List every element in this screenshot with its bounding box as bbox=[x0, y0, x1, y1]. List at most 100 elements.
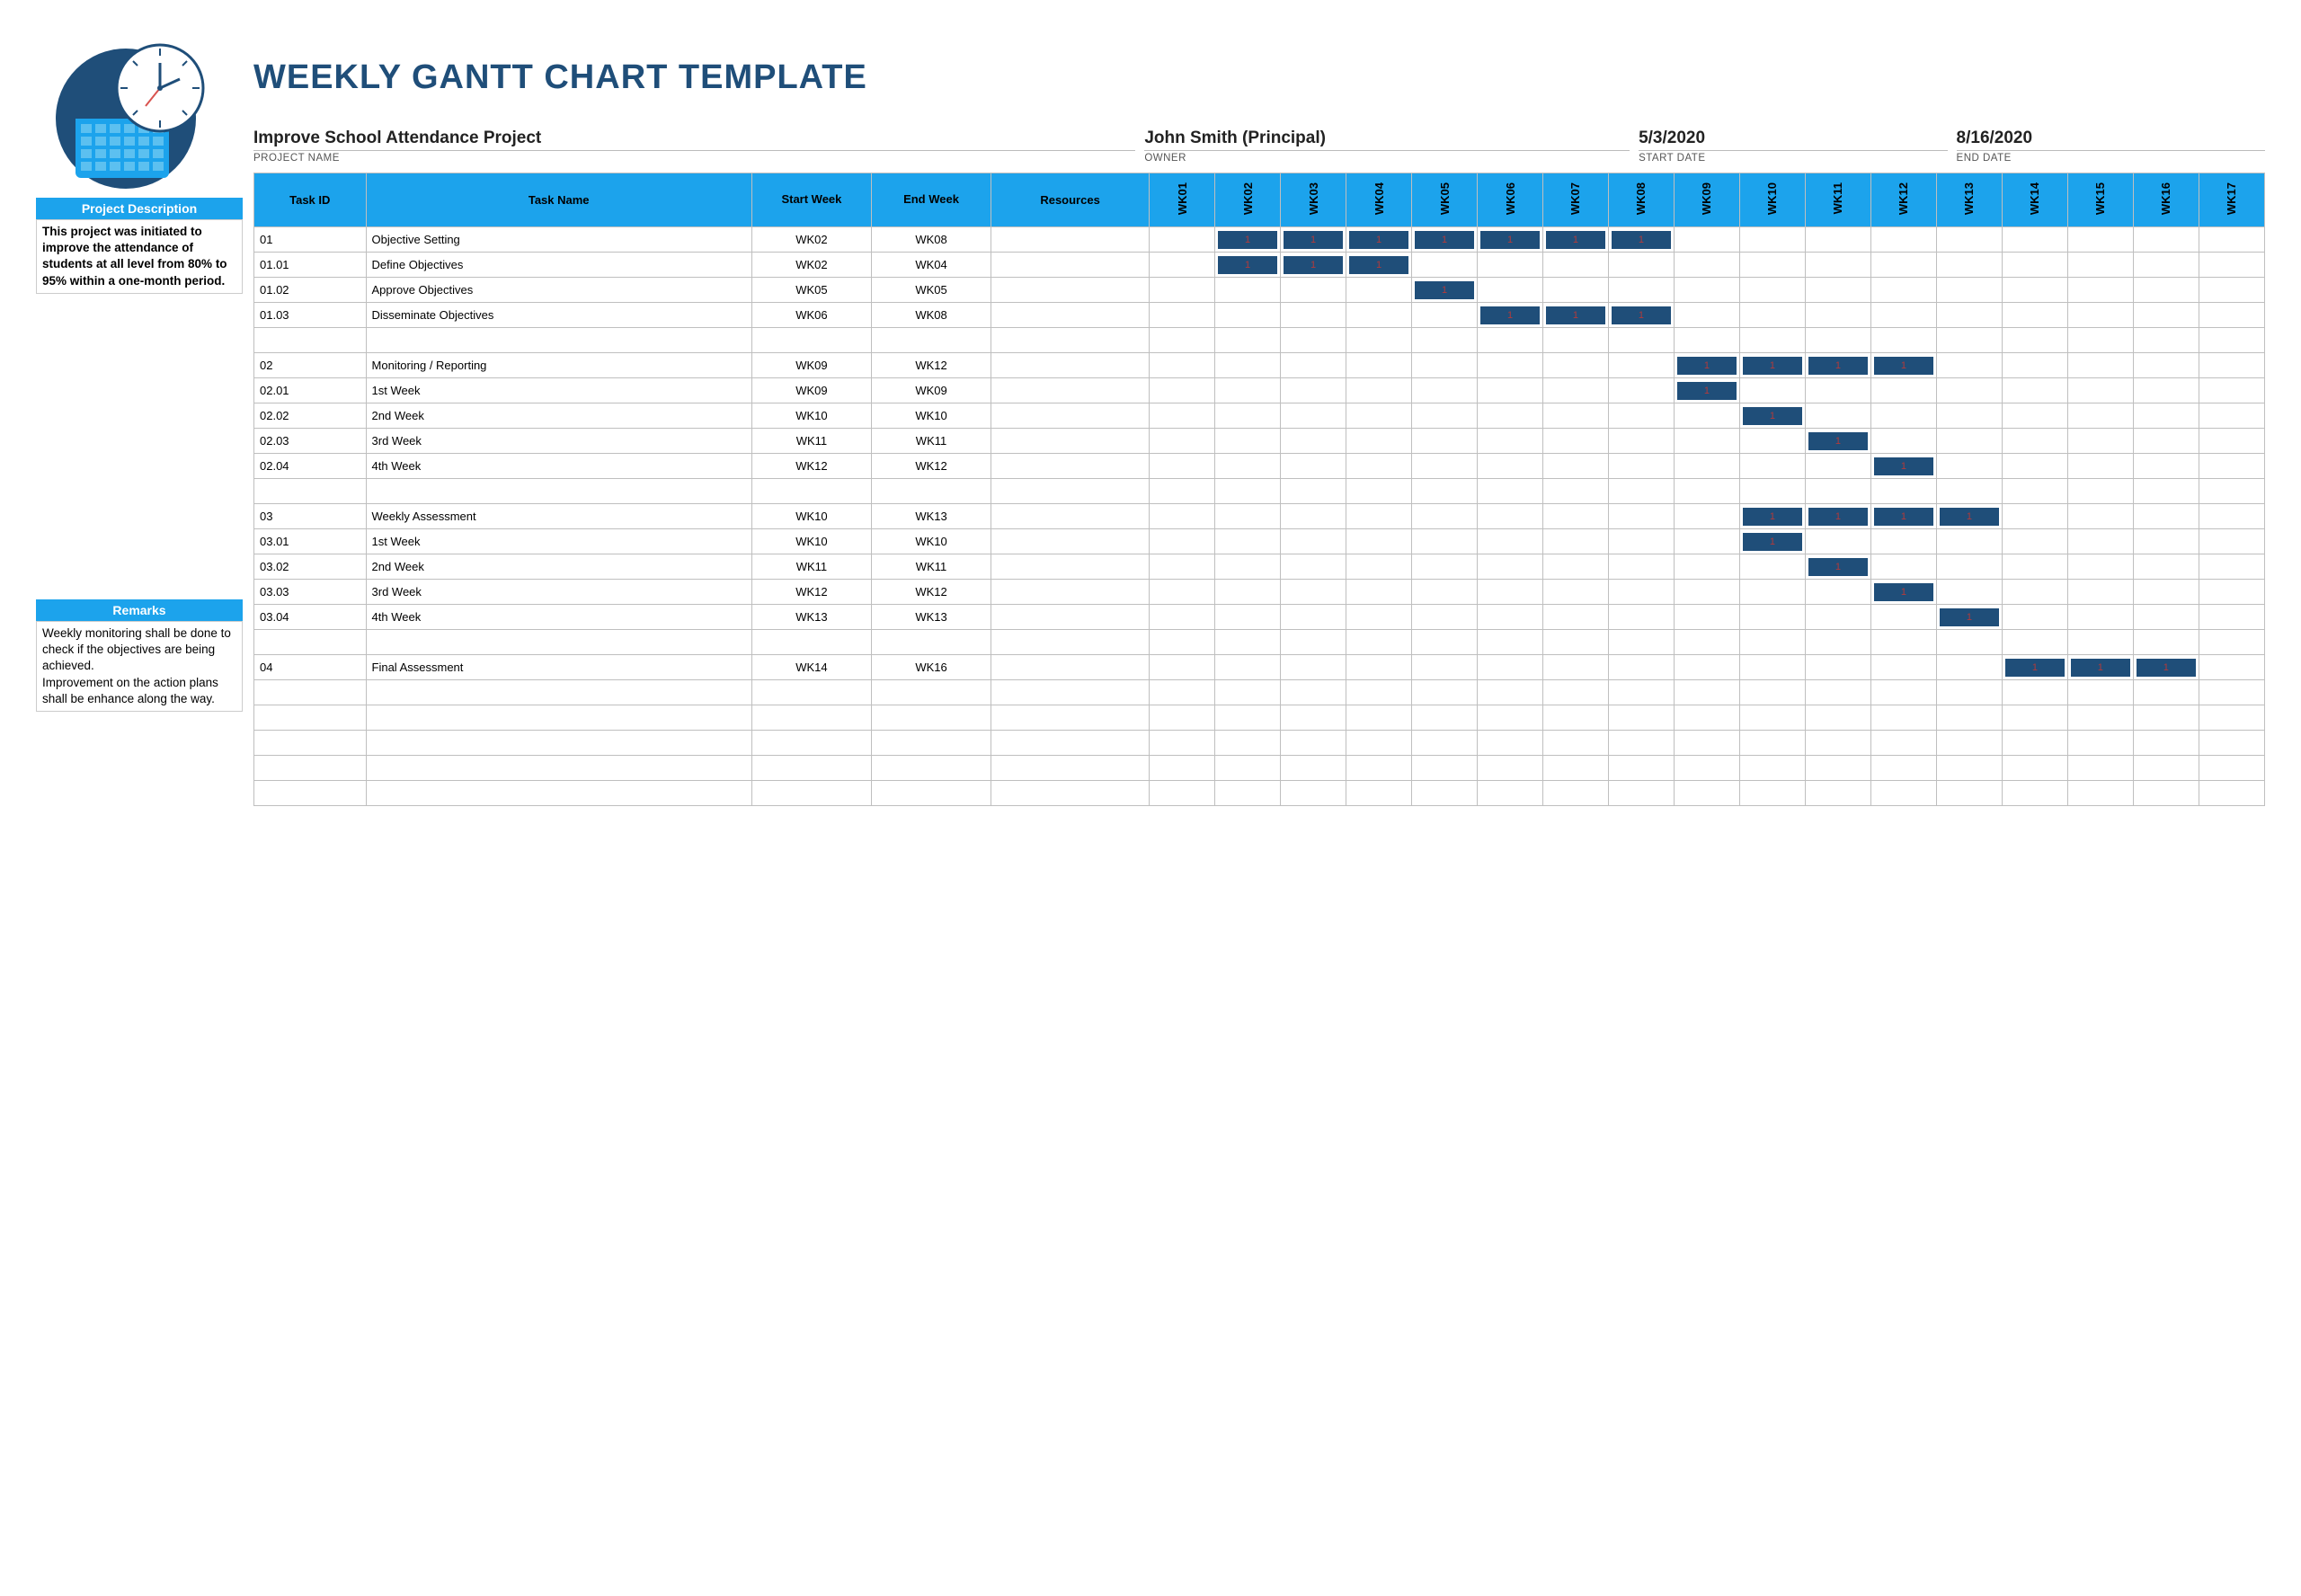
week-cell bbox=[1150, 378, 1215, 403]
week-cell bbox=[1936, 353, 2002, 378]
week-cell bbox=[1412, 504, 1478, 529]
cell-start-week bbox=[751, 680, 871, 705]
cell-end-week: WK12 bbox=[871, 580, 991, 605]
cell-resources bbox=[991, 378, 1150, 403]
week-cell bbox=[1674, 731, 1739, 756]
week-cell bbox=[1281, 504, 1346, 529]
week-cell bbox=[1281, 605, 1346, 630]
week-cell bbox=[1478, 680, 1543, 705]
week-cell bbox=[1608, 554, 1674, 580]
cell-task-id: 01.01 bbox=[254, 253, 367, 278]
week-cell bbox=[1674, 705, 1739, 731]
week-cell bbox=[1281, 403, 1346, 429]
cell-resources bbox=[991, 479, 1150, 504]
week-cell bbox=[2133, 529, 2199, 554]
week-cell bbox=[1936, 278, 2002, 303]
cell-resources bbox=[991, 403, 1150, 429]
cell-start-week: WK12 bbox=[751, 454, 871, 479]
week-cell bbox=[2199, 705, 2264, 731]
week-cell bbox=[1870, 705, 1936, 731]
week-cell bbox=[1805, 630, 1870, 655]
cell-task-id: 02.02 bbox=[254, 403, 367, 429]
desc-body: This project was initiated to improve th… bbox=[36, 219, 243, 294]
week-cell bbox=[1412, 705, 1478, 731]
cell-end-week bbox=[871, 630, 991, 655]
cell-resources bbox=[991, 781, 1150, 806]
gantt-bar: 1 bbox=[1743, 508, 1802, 526]
week-cell bbox=[1281, 554, 1346, 580]
week-cell bbox=[1150, 630, 1215, 655]
gantt-bar: 1 bbox=[1808, 432, 1868, 450]
week-cell bbox=[2002, 680, 2067, 705]
week-cell bbox=[2199, 731, 2264, 756]
cell-start-week bbox=[751, 630, 871, 655]
week-cell bbox=[1215, 554, 1281, 580]
week-cell bbox=[1412, 731, 1478, 756]
cell-task-name: 3rd Week bbox=[366, 580, 751, 605]
week-cell bbox=[1674, 253, 1739, 278]
week-cell bbox=[2067, 403, 2133, 429]
gantt-bar: 1 bbox=[1480, 231, 1540, 249]
cell-task-id: 03.03 bbox=[254, 580, 367, 605]
week-cell bbox=[2133, 303, 2199, 328]
header-row: Task ID Task Name Start Week End Week Re… bbox=[254, 173, 2265, 227]
cell-task-id: 03.04 bbox=[254, 605, 367, 630]
week-cell bbox=[1150, 554, 1215, 580]
th-week: WK05 bbox=[1412, 173, 1478, 227]
gantt-bar: 1 bbox=[1743, 407, 1802, 425]
gantt-bar: 1 bbox=[2137, 659, 2196, 677]
gantt-bar: 1 bbox=[1284, 231, 1343, 249]
task-row: 01.01Define ObjectivesWK02WK04111 bbox=[254, 253, 2265, 278]
week-cell bbox=[1346, 554, 1412, 580]
week-cell bbox=[1478, 504, 1543, 529]
week-cell bbox=[2199, 504, 2264, 529]
gantt-bar: 1 bbox=[1415, 281, 1474, 299]
week-cell bbox=[2067, 303, 2133, 328]
th-start-week: Start Week bbox=[751, 173, 871, 227]
week-cell bbox=[1478, 429, 1543, 454]
week-cell bbox=[1215, 781, 1281, 806]
task-row: 01.02Approve ObjectivesWK05WK051 bbox=[254, 278, 2265, 303]
gantt-bar: 1 bbox=[1874, 583, 1933, 601]
cell-task-name: 2nd Week bbox=[366, 554, 751, 580]
week-cell bbox=[1281, 303, 1346, 328]
week-cell bbox=[1412, 756, 1478, 781]
week-cell bbox=[1805, 227, 1870, 253]
week-cell bbox=[1805, 378, 1870, 403]
week-cell bbox=[2199, 529, 2264, 554]
cell-resources bbox=[991, 303, 1150, 328]
cell-task-name bbox=[366, 705, 751, 731]
week-cell bbox=[1346, 278, 1412, 303]
week-cell bbox=[1412, 630, 1478, 655]
week-cell: 1 bbox=[2133, 655, 2199, 680]
cell-start-week bbox=[751, 479, 871, 504]
week-cell bbox=[1739, 781, 1805, 806]
task-row: 01.03Disseminate ObjectivesWK06WK08111 bbox=[254, 303, 2265, 328]
week-cell bbox=[2002, 529, 2067, 554]
week-cell bbox=[2002, 328, 2067, 353]
week-cell bbox=[1346, 781, 1412, 806]
week-cell bbox=[1608, 278, 1674, 303]
week-cell: 1 bbox=[1805, 353, 1870, 378]
meta-start: 5/3/2020 START DATE bbox=[1639, 129, 1947, 164]
meta-project-label: PROJECT NAME bbox=[253, 151, 1135, 164]
week-cell bbox=[1281, 454, 1346, 479]
week-cell bbox=[1674, 479, 1739, 504]
week-cell bbox=[1870, 253, 1936, 278]
cell-task-id: 02.01 bbox=[254, 378, 367, 403]
week-cell bbox=[1543, 554, 1609, 580]
week-cell bbox=[1805, 529, 1870, 554]
week-cell bbox=[1805, 454, 1870, 479]
th-week: WK13 bbox=[1936, 173, 2002, 227]
week-cell bbox=[1739, 479, 1805, 504]
week-cell bbox=[1739, 303, 1805, 328]
cell-end-week: WK08 bbox=[871, 227, 991, 253]
week-cell bbox=[1870, 756, 1936, 781]
week-cell bbox=[1478, 403, 1543, 429]
cell-task-name bbox=[366, 328, 751, 353]
gantt-bar: 1 bbox=[1546, 231, 1605, 249]
week-cell bbox=[1870, 529, 1936, 554]
week-cell bbox=[1412, 554, 1478, 580]
week-cell bbox=[2199, 479, 2264, 504]
cell-start-week: WK13 bbox=[751, 605, 871, 630]
